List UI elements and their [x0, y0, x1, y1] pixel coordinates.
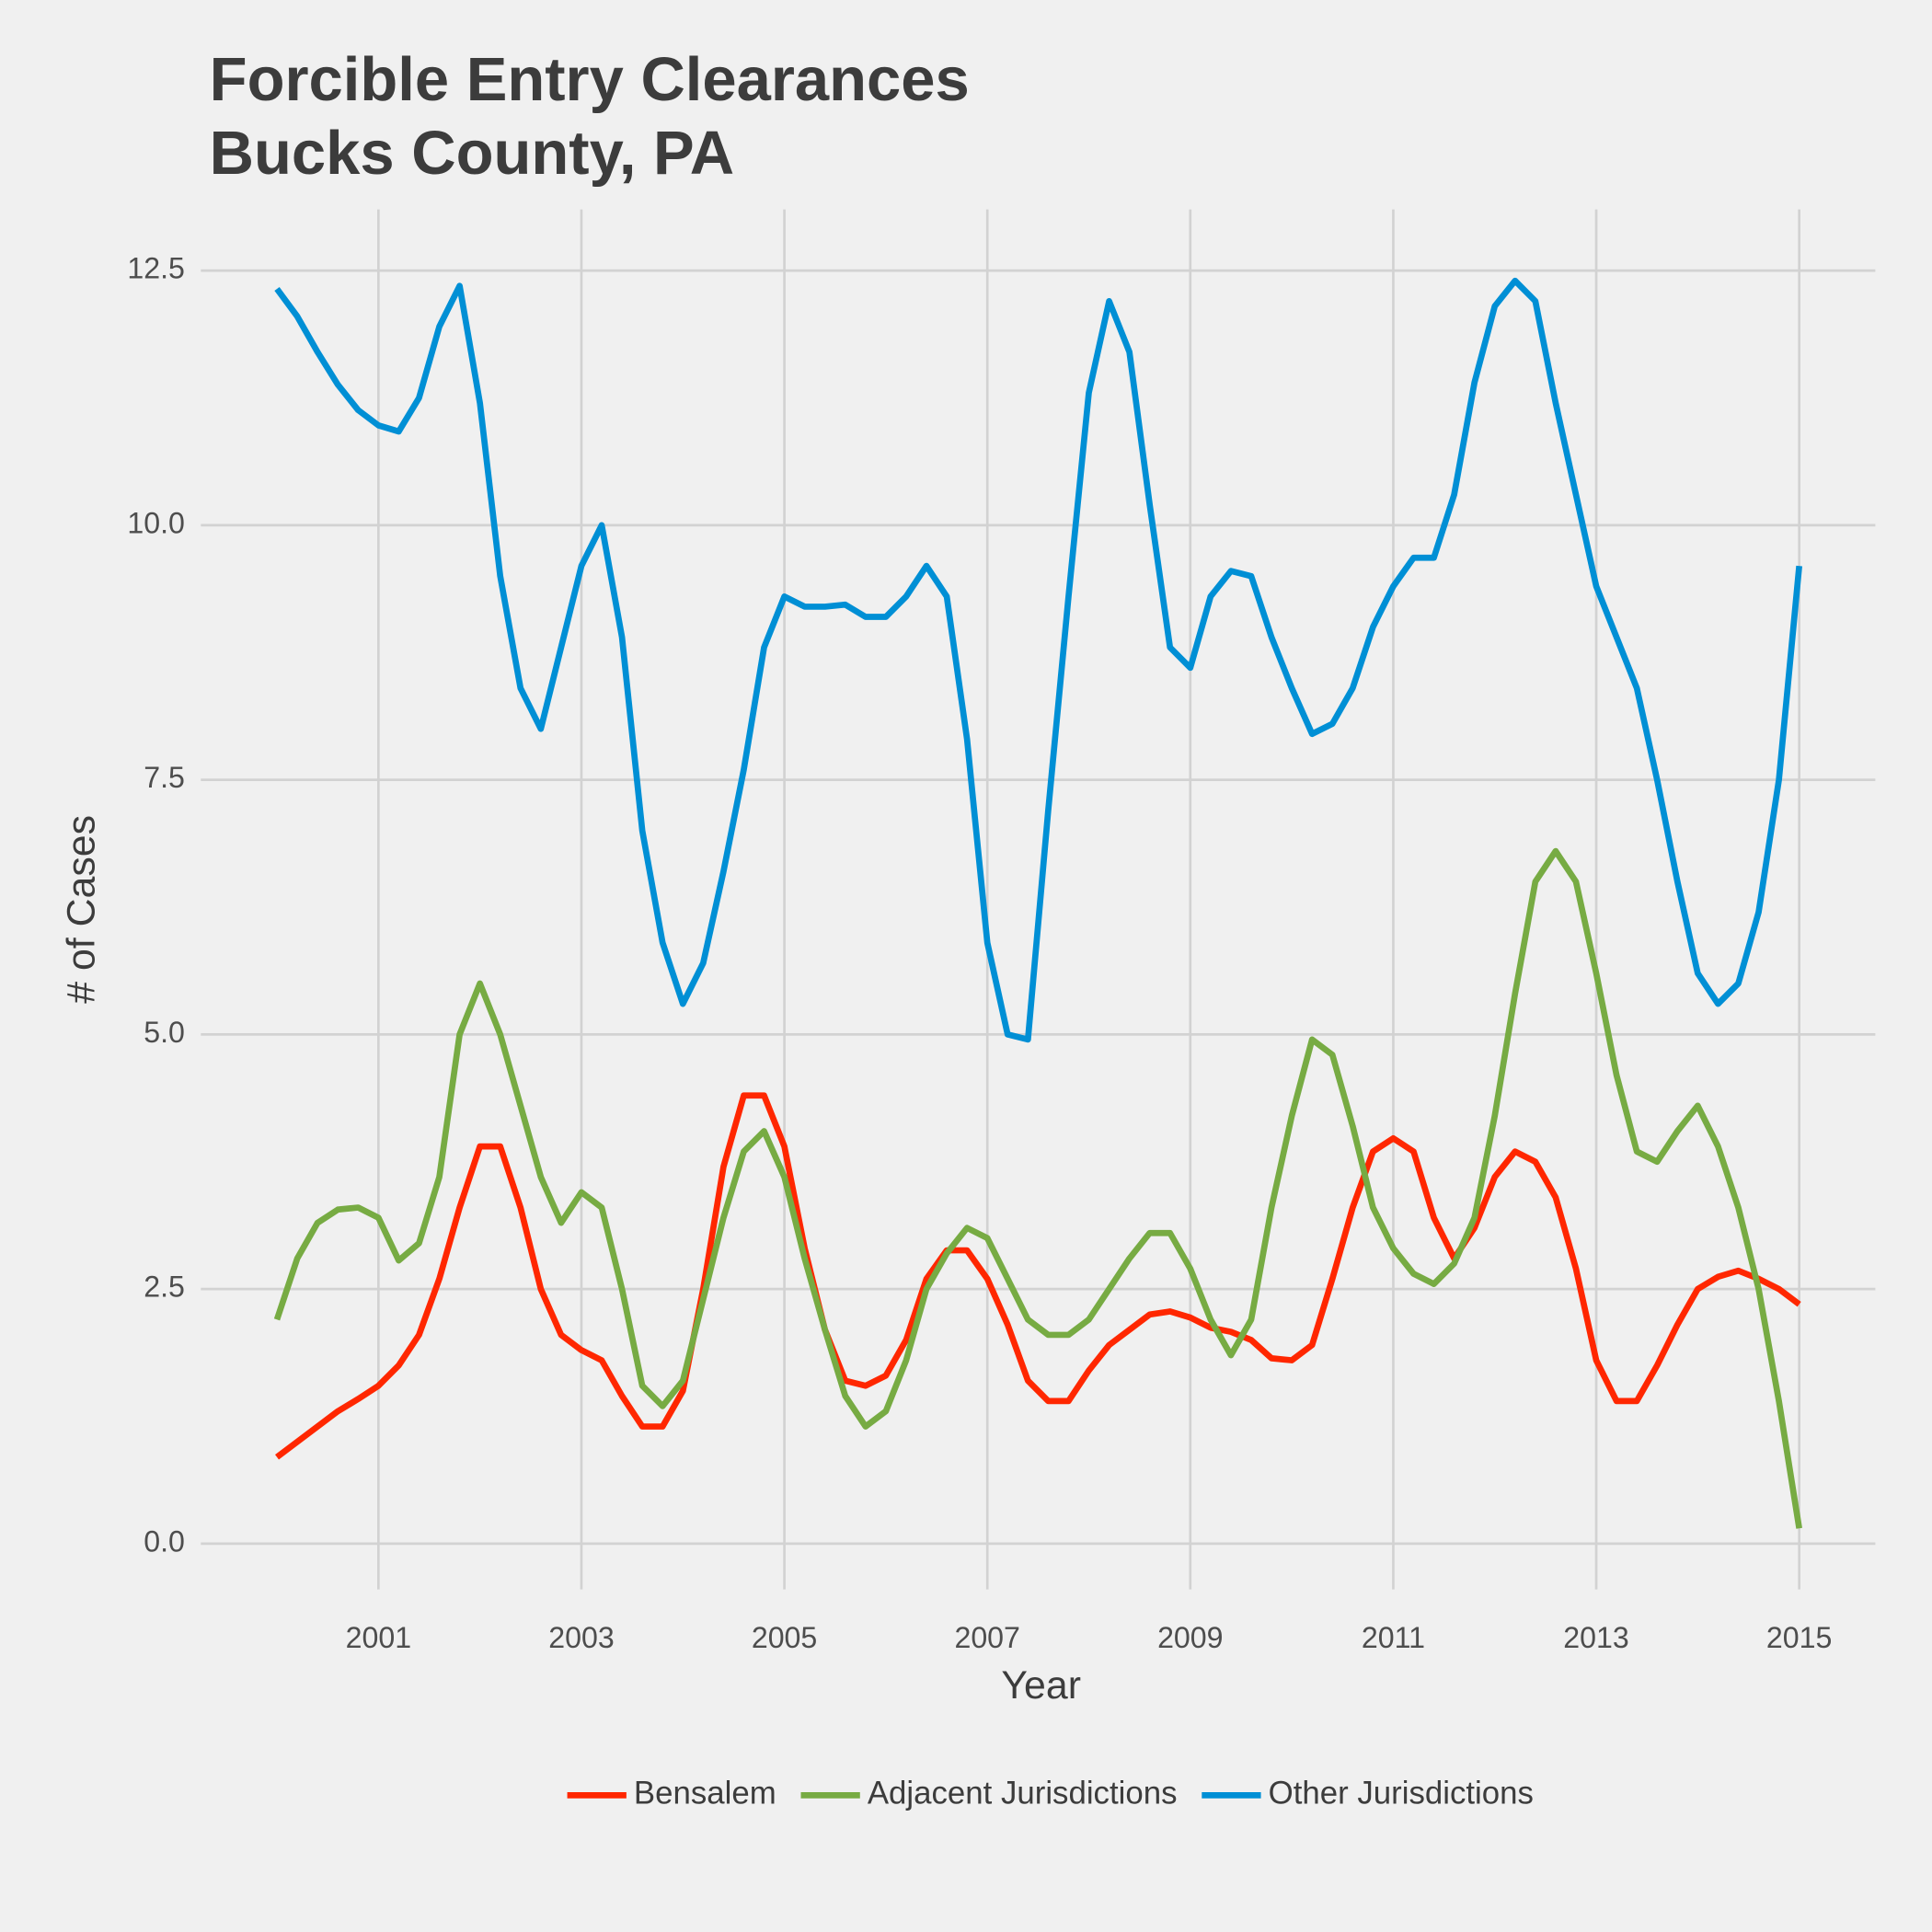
x-tick-label: 2007 — [954, 1621, 1019, 1654]
grid — [201, 209, 1876, 1590]
legend-item: Bensalem — [567, 1776, 776, 1811]
x-axis-label: Year — [1001, 1663, 1081, 1708]
y-tick-label: 2.5 — [144, 1271, 185, 1304]
x-tick-label: 2009 — [1157, 1621, 1223, 1654]
legend-label: Other Jurisdictions — [1269, 1776, 1534, 1811]
y-tick-label: 10.0 — [127, 506, 185, 539]
y-tick-label: 5.0 — [144, 1016, 185, 1049]
series-line — [275, 1092, 1801, 1460]
legend-item: Other Jurisdictions — [1202, 1776, 1534, 1811]
y-axis-label: # of Cases — [59, 815, 103, 1004]
series-line — [274, 277, 1802, 1043]
x-tick-label: 2001 — [346, 1621, 411, 1654]
legend-label: Bensalem — [634, 1776, 776, 1811]
x-tick-label: 2005 — [752, 1621, 817, 1654]
series-line — [273, 847, 1802, 1529]
lines — [273, 277, 1802, 1529]
chart-title: Forcible Entry Clearances — [210, 45, 970, 114]
y-tick-label: 0.0 — [144, 1524, 185, 1558]
chart-subtitle: Bucks County, PA — [210, 119, 734, 188]
y-tick-label: 12.5 — [127, 252, 185, 285]
x-tick-label: 2011 — [1362, 1621, 1425, 1654]
x-tick-label: 2013 — [1563, 1621, 1628, 1654]
x-tick-label: 2015 — [1766, 1621, 1832, 1654]
x-tick-label: 2003 — [548, 1621, 614, 1654]
legend-item: Adjacent Jurisdictions — [800, 1776, 1178, 1811]
y-tick-label: 7.5 — [144, 761, 185, 794]
legend-label: Adjacent Jurisdictions — [868, 1776, 1178, 1811]
legend: Bensalem Adjacent Jurisdictions Other Juri… — [567, 1776, 1534, 1811]
